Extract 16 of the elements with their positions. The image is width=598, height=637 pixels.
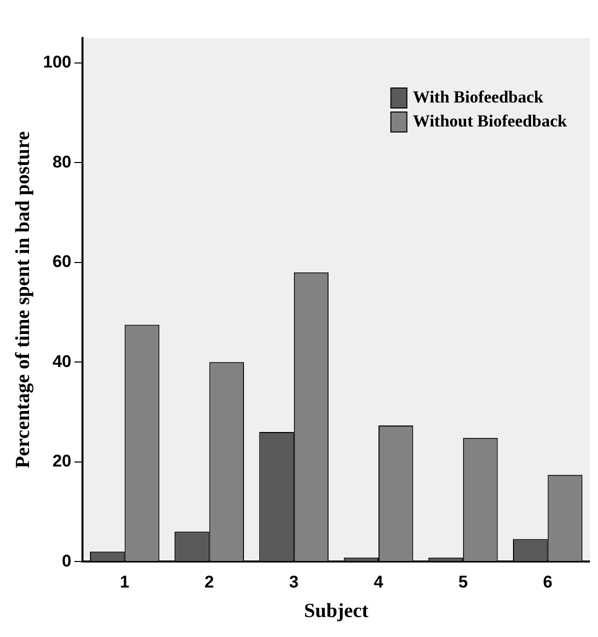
legend-label: With Biofeedback <box>412 87 544 106</box>
x-tick-label: 5 <box>458 572 468 592</box>
x-tick-label: 6 <box>542 572 552 592</box>
y-axis-title: Percentage of time spent in bad posture <box>12 131 34 468</box>
legend-label: Without Biofeedback <box>412 111 568 130</box>
y-tick-label: 40 <box>52 352 72 371</box>
x-tick-label: 1 <box>120 572 130 592</box>
x-axis-title: Subject <box>304 600 369 622</box>
y-tick-label: 20 <box>52 452 72 471</box>
x-tick-label: 2 <box>204 572 214 592</box>
y-tick-label: 0 <box>62 551 72 570</box>
y-tick-label: 60 <box>52 252 72 272</box>
x-tick-label: 4 <box>374 572 384 592</box>
x-tick-label: 3 <box>289 572 299 592</box>
y-tick-label: 100 <box>42 52 72 72</box>
y-tick-label: 80 <box>52 152 72 172</box>
